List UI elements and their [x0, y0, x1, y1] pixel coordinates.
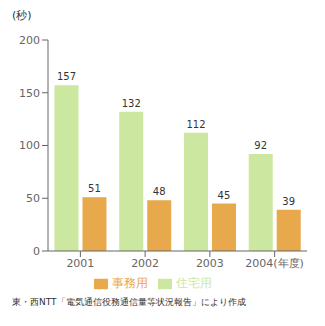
html-text:東・西NTT「電気通信役務通信量等状況報告」により作成: 東・西NTT「電気通信役務通信量等状況報告」により作成 — [12, 297, 246, 307]
html-text:(秒): (秒) — [12, 9, 32, 22]
html-text:事務用: 事務用 — [111, 276, 148, 290]
svg-text:2002: 2002 — [131, 257, 159, 270]
svg-text:150: 150 — [19, 87, 40, 100]
svg-text:112: 112 — [186, 119, 205, 130]
svg-text:92: 92 — [254, 140, 267, 151]
svg-text:39: 39 — [282, 196, 295, 207]
svg-text:45: 45 — [218, 190, 231, 201]
svg-text:132: 132 — [122, 98, 141, 109]
svg-text:100: 100 — [19, 139, 40, 152]
svg-text:0: 0 — [33, 245, 40, 258]
svg-text:200: 200 — [19, 34, 40, 47]
svg-text:2003: 2003 — [196, 257, 224, 270]
svg-text:157: 157 — [57, 71, 76, 82]
svg-text:50: 50 — [26, 192, 40, 205]
svg-text:2004(年度): 2004(年度) — [245, 257, 304, 270]
svg-text:48: 48 — [153, 186, 166, 197]
html-text:住宅用: 住宅用 — [175, 276, 212, 290]
svg-text:2001: 2001 — [66, 257, 94, 270]
svg-text:51: 51 — [88, 183, 101, 194]
